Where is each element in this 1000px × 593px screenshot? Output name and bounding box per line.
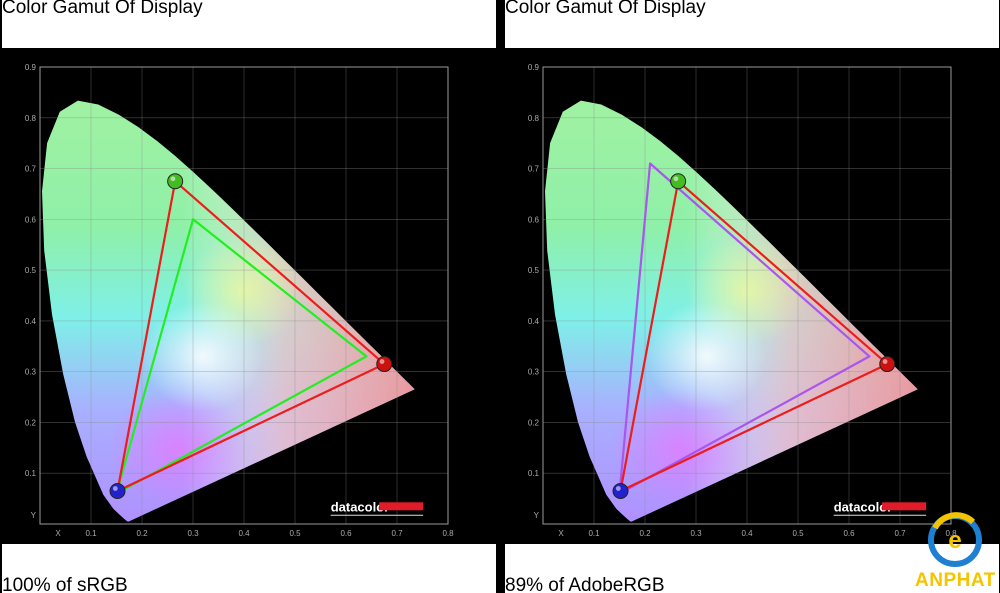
datacolor-logo: datacolor (331, 499, 390, 514)
x-tick-label: 0.2 (136, 529, 148, 538)
primary-highlight (112, 486, 118, 491)
x-tick-label: 0.3 (187, 529, 199, 538)
chart-title: Color Gamut Of Display (505, 0, 706, 18)
anphat-emblem-icon: e (928, 512, 982, 567)
chart-caption: 100% of sRGB (2, 575, 128, 593)
datacolor-logo-bar (882, 502, 927, 511)
gamut-triangle (618, 162, 871, 495)
y-tick-label: 0.4 (528, 317, 540, 326)
anphat-logo: e ANPHAT (915, 510, 995, 593)
gamut-triangle (115, 218, 368, 495)
datacolor-logo-bar (379, 502, 424, 511)
primary-highlight (673, 176, 679, 182)
primary-point (612, 482, 629, 499)
caption-box: 89% of AdobeRGB (505, 544, 999, 593)
y-tick-label: 0.6 (25, 215, 37, 224)
svg-text:e: e (948, 527, 961, 554)
y-tick-label: 0.6 (528, 215, 540, 224)
y-tick-label: Y (31, 511, 37, 520)
y-tick-label: 0.9 (528, 63, 540, 72)
x-tick-label: 0.5 (289, 529, 301, 538)
primary-highlight (170, 176, 176, 182)
x-tick-label: 0.8 (945, 529, 957, 538)
chart-panel-left: Color Gamut Of Display X 0.1 0.2 0.3 0.4 0.5 0… (2, 0, 496, 593)
x-tick-label: 0.5 (792, 529, 804, 538)
y-tick-label: 0.8 (528, 114, 540, 123)
x-tick-label: X (558, 529, 564, 538)
y-tick-label: 0.1 (25, 469, 37, 478)
y-tick-label: 0.7 (528, 165, 540, 174)
primary-highlight (882, 359, 888, 364)
y-tick-label: 0.4 (25, 317, 37, 326)
x-tick-label: 0.6 (340, 529, 352, 538)
y-tick-label: 0.3 (25, 368, 37, 377)
brand-text: ANPHAT (915, 570, 996, 591)
x-tick-label: 0.2 (639, 529, 651, 538)
y-tick-label: 0.9 (25, 63, 37, 72)
primary-point (376, 356, 393, 373)
title-box: Color Gamut Of Display (505, 0, 999, 48)
y-tick-label: 0.2 (528, 418, 540, 427)
primary-point (670, 173, 687, 190)
y-tick-label: 0.3 (528, 368, 540, 377)
x-tick-label: 0.6 (843, 529, 855, 538)
chart-caption: 89% of AdobeRGB (505, 575, 665, 593)
title-box: Color Gamut Of Display (2, 0, 496, 48)
primary-highlight (379, 359, 385, 364)
x-tick-label: 0.8 (442, 529, 454, 538)
y-tick-label: 0.1 (528, 469, 540, 478)
y-tick-label: Y (534, 511, 540, 520)
x-tick-label: 0.7 (894, 529, 906, 538)
primary-point (879, 356, 896, 373)
x-tick-label: X (55, 529, 61, 538)
y-tick-label: 0.5 (25, 266, 37, 275)
x-tick-label: 0.1 (85, 529, 97, 538)
y-tick-label: 0.7 (25, 165, 37, 174)
chart-title: Color Gamut Of Display (2, 0, 203, 18)
x-tick-label: 0.1 (588, 529, 600, 538)
gamut-triangle (116, 180, 386, 493)
chart-panel-right: Color Gamut Of Display X 0.1 0.2 0.3 0.4 0.5 0… (505, 0, 999, 593)
x-tick-label: 0.3 (690, 529, 702, 538)
primary-highlight (615, 486, 621, 491)
caption-box: 100% of sRGB (2, 544, 496, 593)
x-tick-label: 0.4 (238, 529, 250, 538)
y-tick-label: 0.2 (25, 418, 37, 427)
gamut-triangle (619, 180, 889, 493)
grid (39, 66, 449, 525)
cie-chromaticity-chart: X 0.1 0.2 0.3 0.4 0.5 0.6 0.7 0.8 Y 0.1 0.2 0.3 0.4 0.… (25, 63, 454, 538)
grid (542, 66, 952, 525)
datacolor-logo: datacolor (834, 499, 893, 514)
primary-point (167, 173, 184, 190)
x-tick-label: 0.4 (741, 529, 753, 538)
primary-point (109, 482, 126, 499)
cie-chromaticity-chart: X 0.1 0.2 0.3 0.4 0.5 0.6 0.7 0.8 Y 0.1 0.2 0.3 0.4 0.… (528, 63, 957, 538)
y-tick-label: 0.5 (528, 266, 540, 275)
y-tick-label: 0.8 (25, 114, 37, 123)
x-tick-label: 0.7 (391, 529, 403, 538)
